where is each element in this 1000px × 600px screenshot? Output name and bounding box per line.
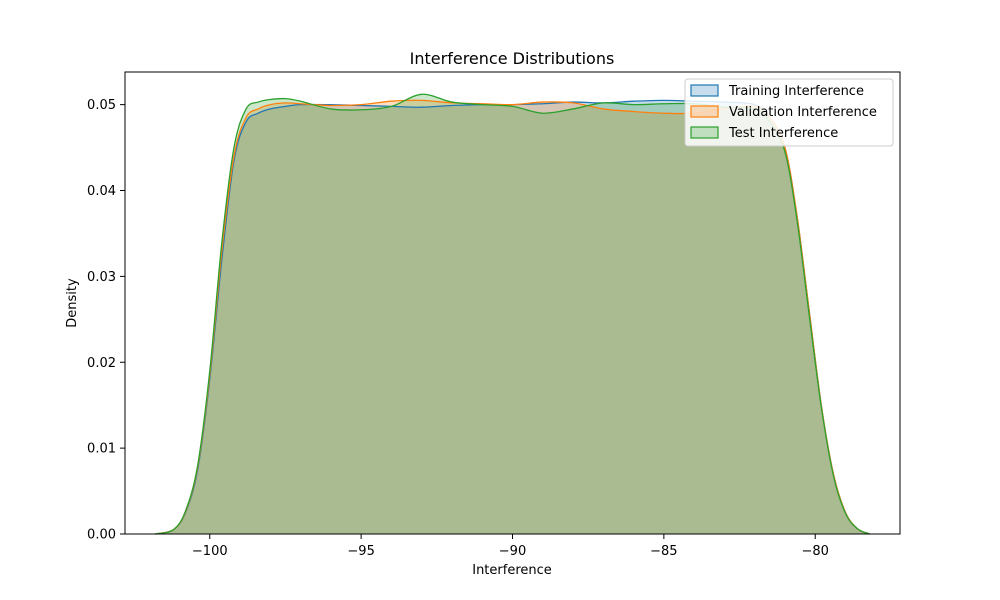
y-axis: 0.00 0.01 0.02 0.03 0.04 0.05 [87,98,125,543]
legend-swatch-validation [690,105,719,118]
y-tick-label: 0.04 [87,184,116,199]
x-axis-title: Interference [472,563,552,578]
legend-swatch-training [690,84,719,97]
y-tick-label: 0.05 [87,98,116,113]
x-axis: −100 −95 −90 −85 −80 [192,534,829,559]
series-lines [155,93,870,535]
x-tick-label: −100 [192,544,228,559]
x-tick-label: −85 [650,544,677,559]
legend-swatch-test [690,126,719,139]
y-tick-label: 0.01 [87,442,116,457]
y-tick-label: 0.00 [87,528,116,543]
area-validation [155,100,870,534]
y-tick-label: 0.02 [87,356,116,371]
legend-box [684,78,894,147]
legend-label-training: Training Interference [728,84,864,99]
area-training [155,100,870,534]
x-tick-label: −80 [802,544,829,559]
x-tick-label: −95 [347,544,374,559]
line-test [155,93,870,535]
legend-label-validation: Validation Interference [729,105,877,120]
x-tick-label: −90 [499,544,526,559]
y-axis-title: Density [65,278,80,328]
legend-label-test: Test Interference [728,126,838,141]
chart-title: Interference Distributions [410,49,615,68]
y-tick-label: 0.03 [87,270,116,285]
series-fills [155,94,870,535]
legend: Training Interference Validation Interfer… [684,78,894,147]
area-test [155,94,870,535]
